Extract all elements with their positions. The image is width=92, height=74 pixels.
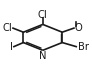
Text: Cl: Cl [38,10,48,20]
Text: O: O [74,23,82,33]
Text: I: I [10,42,13,52]
Text: N: N [39,51,47,61]
Text: Br: Br [78,42,89,52]
Text: Cl: Cl [2,23,12,33]
